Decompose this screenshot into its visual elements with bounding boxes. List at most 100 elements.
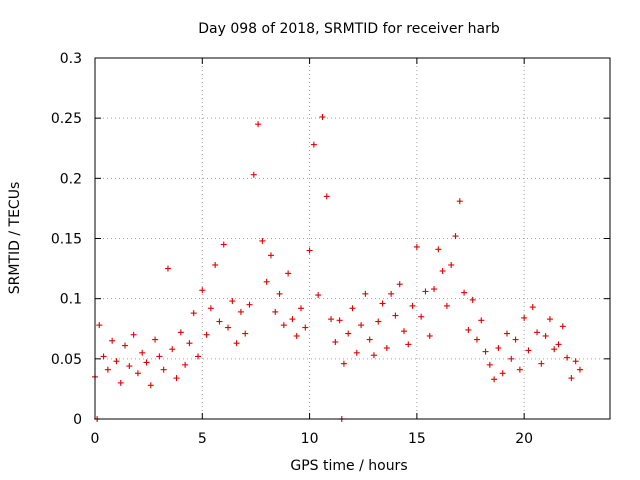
data-point [478, 317, 485, 324]
data-point [298, 305, 304, 312]
data-point [130, 331, 137, 338]
data-point [564, 354, 571, 361]
data-point [439, 267, 446, 274]
data-point [216, 318, 223, 325]
data-point [302, 324, 309, 331]
data-point [285, 270, 292, 277]
data-point [345, 330, 352, 337]
data-point [546, 316, 553, 323]
data-point [229, 298, 236, 305]
data-point [521, 314, 528, 321]
data-point [401, 328, 407, 335]
data-point [576, 366, 583, 373]
data-point [126, 363, 133, 370]
data-point [147, 382, 154, 389]
data-point [366, 336, 373, 343]
data-point [358, 322, 365, 329]
data-point [280, 322, 287, 329]
data-point [383, 345, 390, 352]
data-point [516, 366, 523, 373]
data-point [392, 312, 399, 319]
data-point [173, 375, 180, 382]
data-point [96, 322, 103, 329]
data-point [332, 338, 339, 345]
data-point [104, 366, 111, 373]
tick-labels: 0 0.05 0.1 0.15 0.2 0.25 0.3 0 5 10 15 20 [51, 51, 533, 447]
data-point [504, 330, 510, 337]
data-point [177, 329, 184, 336]
y-tick-label: 0.15 [51, 232, 82, 248]
data-point [220, 241, 227, 248]
data-point [538, 360, 545, 367]
data-points [92, 113, 583, 422]
data-point [250, 171, 257, 178]
data-point [370, 352, 377, 359]
data-point [306, 247, 313, 254]
y-tick-label: 0.2 [60, 171, 82, 187]
data-point [379, 300, 386, 307]
data-point [418, 313, 425, 320]
data-point [293, 332, 300, 339]
data-point [169, 346, 176, 353]
data-point [495, 345, 502, 352]
data-point [246, 301, 253, 308]
data-point [336, 317, 343, 324]
y-tick-label: 0.1 [60, 292, 82, 308]
data-point [340, 360, 347, 367]
data-point [255, 121, 262, 128]
y-axis-label: SRMTID / TECUs [7, 182, 23, 295]
data-point [117, 379, 124, 386]
data-point [259, 237, 266, 244]
x-tick-label: 5 [198, 431, 207, 447]
x-tick-label: 0 [91, 431, 100, 447]
data-point [152, 336, 159, 343]
y-tick-label: 0 [73, 412, 82, 428]
x-axis-label: GPS time / hours [290, 458, 407, 474]
data-point [551, 346, 558, 353]
data-point [572, 358, 579, 365]
data-point [413, 243, 420, 250]
data-point [465, 326, 472, 333]
grid-lines [95, 58, 610, 419]
data-point [203, 331, 210, 338]
y-tick-label: 0.25 [51, 111, 82, 127]
data-point [482, 348, 489, 355]
data-point [559, 323, 566, 330]
data-point [555, 341, 562, 348]
data-point [491, 376, 498, 383]
data-point [310, 141, 317, 148]
data-point [396, 281, 403, 288]
data-point [199, 287, 206, 294]
data-point [143, 359, 150, 366]
data-point [242, 330, 249, 337]
data-point [109, 337, 116, 344]
data-point [164, 265, 171, 272]
data-point [456, 198, 463, 205]
data-point [431, 286, 438, 293]
data-point [426, 332, 433, 339]
data-point [237, 308, 244, 315]
data-point [388, 290, 395, 297]
data-point [134, 370, 141, 377]
data-point [263, 278, 270, 285]
y-tick-label: 0.3 [60, 51, 82, 67]
data-point [267, 252, 274, 259]
data-point [182, 361, 189, 368]
data-point [353, 349, 360, 356]
data-point [542, 332, 549, 339]
data-point [207, 305, 214, 312]
data-point [448, 261, 455, 268]
data-point [443, 302, 450, 309]
data-point [113, 358, 120, 365]
data-point [362, 290, 369, 297]
data-point [512, 336, 519, 343]
data-point [212, 261, 219, 268]
data-point [568, 375, 575, 382]
data-point [469, 296, 476, 303]
x-tick-label: 10 [301, 431, 319, 447]
data-point [156, 353, 163, 360]
data-point [319, 113, 326, 120]
x-tick-label: 20 [515, 431, 533, 447]
